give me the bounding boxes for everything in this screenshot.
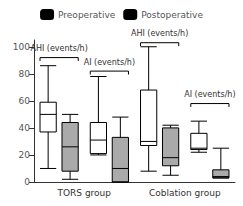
svg-text:Coblation group: Coblation group <box>149 188 221 198</box>
svg-text:Postoperative: Postoperative <box>141 10 203 20</box>
svg-text:100: 100 <box>13 42 30 52</box>
svg-text:40: 40 <box>19 123 31 133</box>
svg-text:80: 80 <box>19 69 31 79</box>
svg-text:AI (events/h): AI (events/h) <box>184 90 235 99</box>
svg-text:AHI (events/h): AHI (events/h) <box>30 44 87 53</box>
svg-text:20: 20 <box>19 150 31 160</box>
svg-text:0: 0 <box>24 177 30 187</box>
svg-text:AI (events/h): AI (events/h) <box>84 58 135 67</box>
svg-text:Preoperative: Preoperative <box>58 10 116 20</box>
svg-text:AHI (events/h): AHI (events/h) <box>131 29 188 38</box>
svg-text:TORS group: TORS group <box>56 188 111 198</box>
svg-text:60: 60 <box>19 96 31 106</box>
